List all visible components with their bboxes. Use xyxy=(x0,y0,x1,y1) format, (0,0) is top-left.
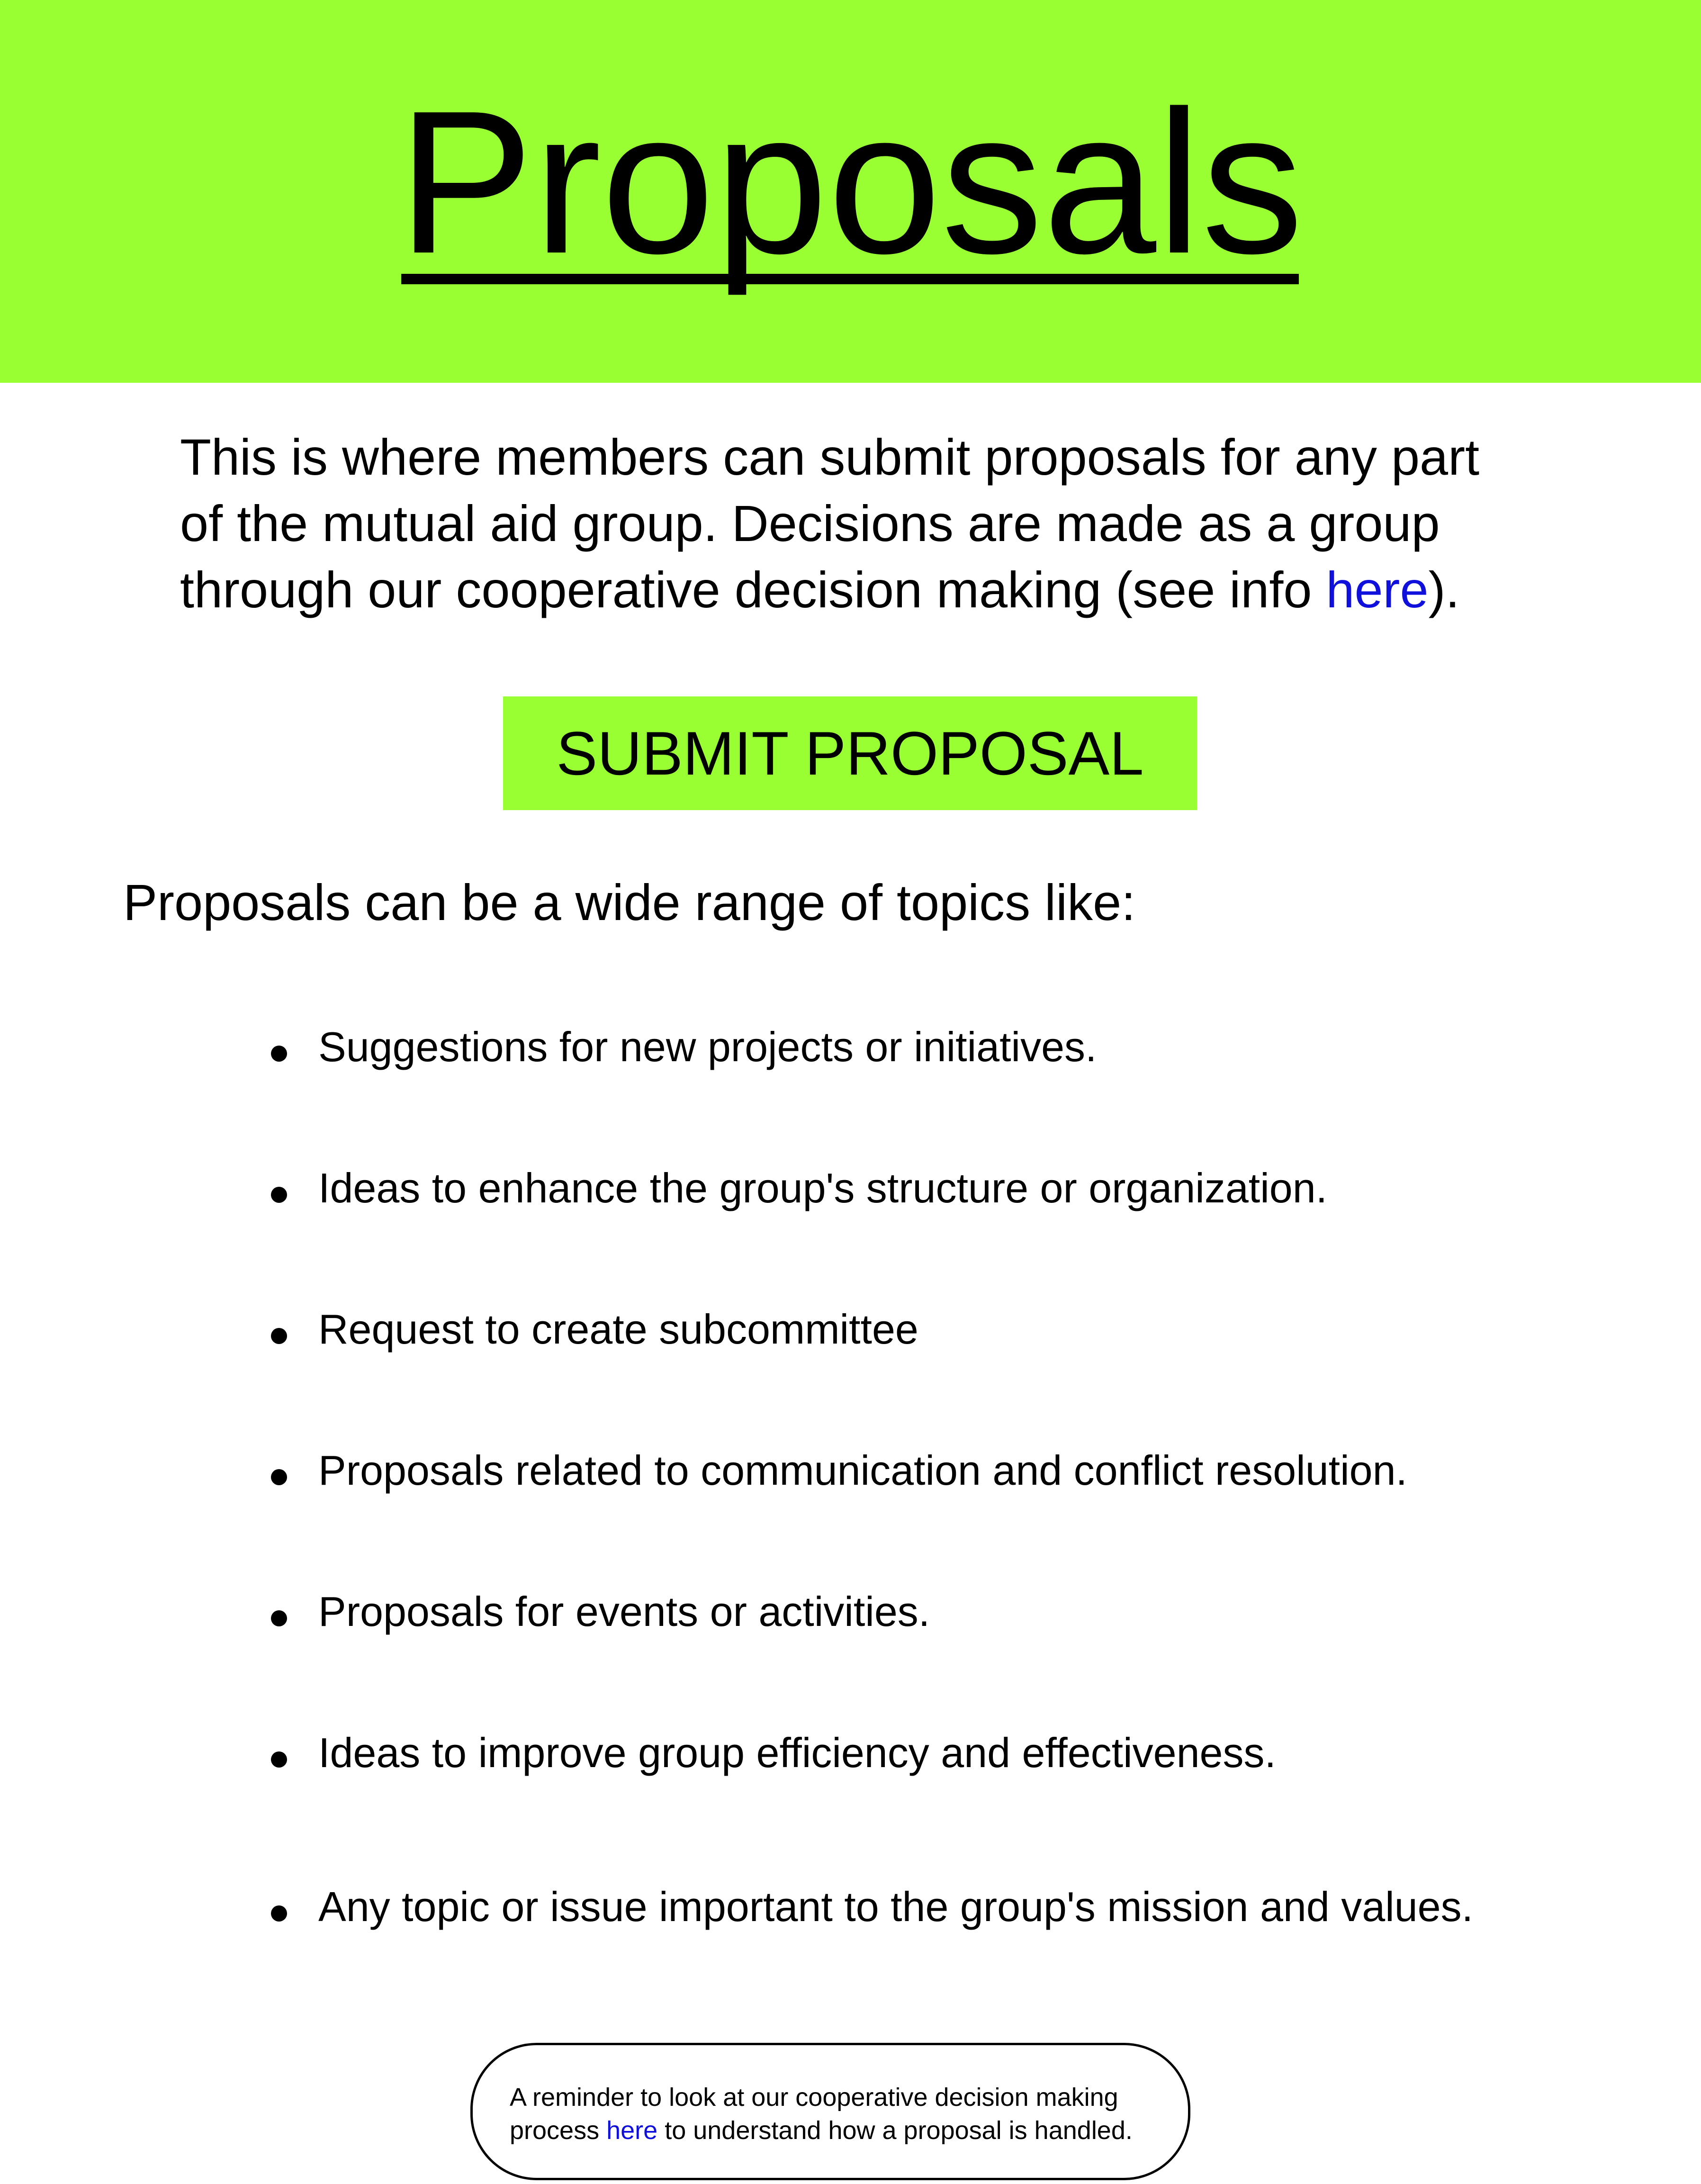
header-banner: Proposals xyxy=(0,0,1701,383)
reminder-line-2-prefix: process xyxy=(510,2116,607,2145)
bullet-icon xyxy=(271,1469,287,1485)
bullet-icon xyxy=(271,1905,287,1922)
bullet-icon xyxy=(271,1751,287,1768)
title-underline xyxy=(401,274,1299,284)
reminder-line-1: A reminder to look at our cooperative de… xyxy=(510,2083,1118,2112)
reminder-text: A reminder to look at our cooperative de… xyxy=(510,2081,1173,2147)
submit-proposal-button[interactable]: SUBMIT PROPOSAL xyxy=(503,696,1197,810)
bullet-icon xyxy=(271,1187,287,1203)
intro-line-2: of the mutual aid group. Decisions are m… xyxy=(180,495,1440,552)
topic-item: Ideas to enhance the group's structure o… xyxy=(318,1164,1328,1211)
topic-item: Suggestions for new projects or initiati… xyxy=(318,1023,1097,1070)
topics-heading: Proposals can be a wide range of topics … xyxy=(123,874,1136,931)
decision-making-info-link[interactable]: here xyxy=(1326,561,1429,618)
reminder-box: A reminder to look at our cooperative de… xyxy=(470,2043,1190,2180)
decision-process-link[interactable]: here xyxy=(606,2116,658,2145)
bullet-icon xyxy=(271,1610,287,1626)
topic-item: Ideas to improve group efficiency and ef… xyxy=(318,1729,1276,1776)
reminder-line-2-suffix: to understand how a proposal is handled. xyxy=(657,2116,1133,2145)
intro-line-1: This is where members can submit proposa… xyxy=(180,428,1480,486)
bullet-icon xyxy=(271,1046,287,1062)
intro-line-3-prefix: through our cooperative decision making … xyxy=(180,561,1326,618)
page-title: Proposals xyxy=(397,69,1304,296)
topic-item: Any topic or issue important to the grou… xyxy=(318,1883,1474,1930)
intro-line-3-suffix: ). xyxy=(1428,561,1460,618)
topic-item: Proposals for events or activities. xyxy=(318,1588,930,1635)
topic-item: Request to create subcommittee xyxy=(318,1306,918,1353)
topic-item: Proposals related to communication and c… xyxy=(318,1447,1407,1494)
bullet-icon xyxy=(271,1328,287,1344)
intro-paragraph: This is where members can submit proposa… xyxy=(180,424,1601,623)
